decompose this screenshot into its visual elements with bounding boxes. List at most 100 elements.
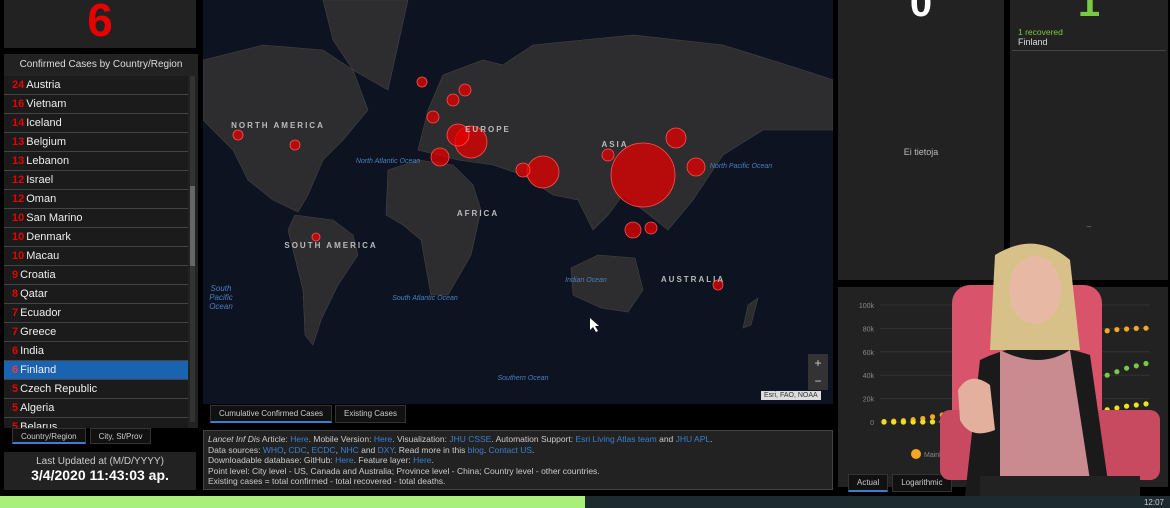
map-canvas[interactable]: NORTH AMERICA SOUTH AMERICA EUROPE AFRIC…	[203, 0, 833, 404]
y-tick-label: 0	[870, 420, 874, 427]
presenter-scarf	[1000, 350, 1090, 490]
list-item[interactable]: 12 Oman	[4, 190, 188, 209]
list-item[interactable]: 6 India	[4, 342, 188, 361]
case-count: 24	[12, 79, 25, 91]
y-tick-label: 40k	[863, 373, 875, 380]
cdc-link[interactable]: CDC	[288, 444, 307, 455]
list-item[interactable]: 13 Belgium	[4, 133, 188, 152]
article-link[interactable]: Here	[290, 434, 309, 444]
data-point	[1143, 325, 1149, 331]
label-south-america: SOUTH AMERICA	[284, 241, 377, 250]
data-point	[1133, 402, 1139, 408]
contact-link[interactable]: Contact US	[488, 444, 533, 455]
who-link[interactable]: WHO	[262, 444, 284, 455]
list-item[interactable]: 5 Belarus	[4, 418, 188, 428]
presenter-video	[940, 243, 1160, 496]
list-item[interactable]: 8 Qatar	[4, 285, 188, 304]
case-count: 6	[12, 364, 19, 376]
github-link[interactable]: Here	[335, 455, 354, 465]
jhu-csse-link[interactable]: JHU CSSE	[449, 434, 492, 444]
list-item[interactable]: 24 Austria	[4, 76, 188, 95]
esri-link[interactable]: Esri Living Atlas team	[575, 434, 657, 444]
data-point	[891, 419, 897, 425]
info-text: ,	[335, 444, 341, 455]
video-progress-fill	[0, 496, 585, 508]
data-point	[1114, 326, 1120, 333]
list-scrollbar[interactable]	[190, 76, 195, 422]
list-item[interactable]: 12 Israel	[4, 171, 188, 190]
country-name: Czech Republic	[20, 383, 98, 395]
list-item[interactable]: 10 San Marino	[4, 209, 188, 228]
tab-actual[interactable]: Actual	[848, 474, 889, 492]
label-north-pacific: North Pacific Ocean	[710, 163, 772, 170]
dxy-link[interactable]: DXY	[377, 444, 395, 455]
case-count: 10	[12, 231, 25, 243]
country-name: Vietnam	[26, 98, 67, 110]
country-name: Algeria	[20, 402, 55, 414]
world-map[interactable]: NORTH AMERICA SOUTH AMERICA EUROPE AFRIC…	[203, 0, 833, 404]
dash-text: –	[1086, 222, 1092, 231]
list-item[interactable]: 7 Ecuador	[4, 304, 188, 323]
data-point	[881, 419, 887, 425]
video-progress-bar[interactable]	[0, 496, 1170, 508]
list-item[interactable]: 10 Macau	[4, 247, 188, 266]
jhu-apl-link[interactable]: JHU APL	[675, 434, 711, 444]
label-southern-ocean: Southern Ocean	[498, 375, 549, 382]
list-item[interactable]: 7 Greece	[4, 323, 188, 342]
label-indian-ocean: Indian Ocean	[565, 277, 607, 284]
info-panel: Lancet Inf Dis Article: Here. Mobile Ver…	[203, 430, 833, 490]
last-updated-label: Last Updated at (M/D/YYYY)	[36, 456, 164, 467]
tab-logarithmic[interactable]: Logarithmic	[892, 474, 952, 492]
case-count: 5	[12, 383, 19, 395]
recovered-country: Finland	[1018, 37, 1048, 47]
y-tick-label: 60k	[863, 350, 875, 357]
data-point	[910, 419, 916, 425]
list-item[interactable]: 5 Czech Republic	[4, 380, 188, 399]
tab-city[interactable]: City, St/Prov	[89, 428, 152, 444]
marker-japan	[686, 157, 706, 177]
label-north-america: NORTH AMERICA	[231, 121, 325, 130]
blog-link[interactable]: blog	[467, 444, 484, 455]
zoom-out-button[interactable]: −	[814, 374, 822, 388]
info-text: and	[656, 434, 676, 444]
list-item[interactable]: 9 Croatia	[4, 266, 188, 285]
label-asia: ASIA	[601, 140, 628, 149]
list-item[interactable]: 6 Finland	[4, 361, 188, 380]
list-item[interactable]: 5 Algeria	[4, 399, 188, 418]
country-name: Croatia	[20, 269, 56, 281]
case-count: 8	[12, 288, 19, 300]
case-markers	[232, 76, 724, 291]
case-count: 7	[12, 307, 19, 319]
tab-country-region[interactable]: Country/Region	[12, 428, 86, 444]
data-point	[929, 414, 936, 420]
country-name: San Marino	[26, 212, 83, 224]
list-title: Confirmed Cases by Country/Region	[19, 59, 183, 70]
list-item[interactable]: 16 Vietnam	[4, 95, 188, 114]
presenter-face	[1009, 256, 1061, 324]
data-point	[1123, 403, 1130, 409]
info-text: .	[483, 444, 489, 455]
ecdc-link[interactable]: ECDC	[311, 444, 336, 455]
zoom-in-button[interactable]: +	[814, 356, 822, 370]
tab-existing-cases[interactable]: Existing Cases	[335, 405, 406, 423]
legend-label: Mainlan	[924, 452, 949, 459]
label-europe: EUROPE	[465, 125, 511, 134]
country-name: Qatar	[20, 288, 48, 300]
list-item[interactable]: 10 Denmark	[4, 228, 188, 247]
feature-layer-link[interactable]: Here	[413, 455, 432, 465]
deaths-panel: 0 Ei tietoja	[838, 0, 1004, 280]
mobile-link[interactable]: Here	[373, 434, 393, 444]
list-item[interactable]: 13 Lebanon	[4, 152, 188, 171]
country-name: Austria	[26, 79, 61, 91]
marker-iran	[526, 155, 560, 189]
selected-confirmed-count: 6	[4, 0, 196, 48]
info-text: . Read more in this	[394, 444, 468, 455]
country-name: Ecuador	[20, 307, 62, 319]
marker-china	[610, 142, 676, 208]
label-south-pacific: South Pacific Ocean	[209, 284, 233, 311]
tab-cumulative-confirmed[interactable]: Cumulative Confirmed Cases	[210, 405, 333, 423]
list-item[interactable]: 14 Iceland	[4, 114, 188, 133]
country-name: Belarus	[20, 421, 58, 428]
case-count: 6	[12, 345, 19, 357]
nhc-link[interactable]: NHC	[340, 444, 359, 455]
